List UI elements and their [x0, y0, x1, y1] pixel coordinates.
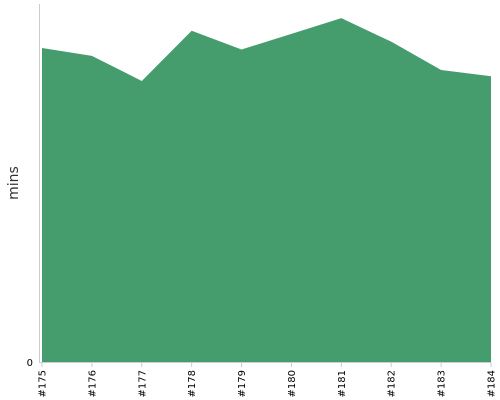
x-tick-label: #183 — [437, 370, 448, 397]
area-series — [42, 18, 491, 362]
x-tick-label: #184 — [487, 370, 498, 397]
x-tick-label: #176 — [87, 370, 98, 397]
x-tick-label: #182 — [387, 370, 398, 397]
y-axis-label: mins — [6, 166, 22, 200]
x-tick-label: #179 — [237, 370, 248, 397]
x-tick-label: #181 — [337, 370, 348, 397]
x-tick-label: #180 — [287, 370, 298, 397]
x-tick-label: #178 — [187, 370, 198, 397]
x-tick-label: #175 — [38, 370, 49, 397]
y-tick-label-0: 0 — [27, 358, 33, 369]
x-tick-label: #177 — [137, 370, 148, 397]
